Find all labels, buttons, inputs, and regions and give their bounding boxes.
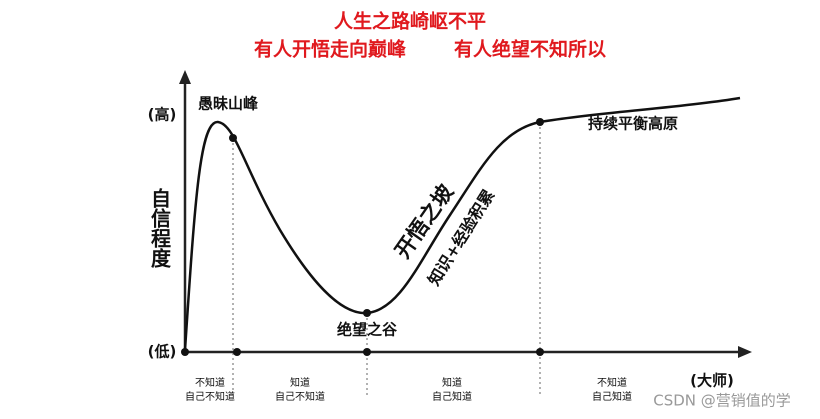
stage-label: 知道 [290, 376, 310, 389]
y-label: 自信程度 [148, 187, 172, 269]
title-line: 有人绝望不知所以 [454, 38, 606, 61]
title-line: 有人开悟走向巅峰 [254, 38, 407, 61]
x-arrow [738, 346, 752, 358]
points [181, 118, 544, 356]
stage-label: 知道 [442, 376, 462, 389]
x-label: (大师) [690, 372, 734, 390]
title-line: 人生之路崎岖不平 [334, 10, 486, 33]
stage-label: 不知道 [597, 376, 627, 389]
y-arrow [179, 70, 191, 84]
y-low: (低) [148, 343, 177, 361]
watermark: CSDN @营销值的学 [653, 392, 791, 410]
stage-label: 自己不知道 [185, 390, 235, 403]
plateau-label: 持续平衡高原 [588, 115, 678, 133]
y-high: (高) [148, 106, 177, 124]
stage-label: 不知道 [195, 376, 225, 389]
stage-label: 自己知道 [432, 390, 472, 403]
guides [232, 122, 541, 395]
stage-label: 自己知道 [592, 390, 632, 403]
valley-label: 绝望之谷 [337, 321, 398, 339]
stage-label: 自己不知道 [275, 390, 325, 403]
peak-label: 愚昧山峰 [198, 95, 259, 113]
